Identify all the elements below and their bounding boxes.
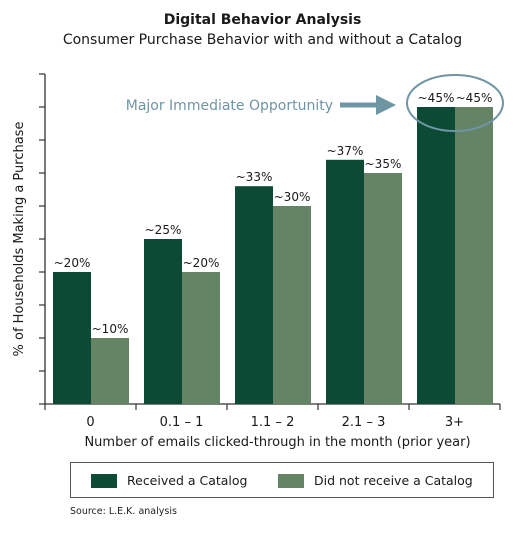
y-axis-label: % of Households Making a Purchase [12,122,27,357]
legend-item-not-received: Did not receive a Catalog [278,473,473,488]
data-label: ~20% [54,256,91,270]
x-tick-label: 1.1 – 2 [251,415,295,430]
legend-item-received: Received a Catalog [91,473,247,488]
x-tick-label: 0 [86,415,94,430]
arrow-head [376,95,396,115]
bar-not-received [455,107,493,404]
bar-received [417,107,455,404]
data-label: ~20% [183,256,220,270]
data-label: ~33% [236,170,273,184]
x-tick-label: 2.1 – 3 [342,415,386,430]
bar-received [235,186,273,404]
bar-not-received [182,272,220,404]
annotation-text: Major Immediate Opportunity [126,98,333,114]
bar-not-received [273,206,311,404]
highlight-ellipse [406,74,504,132]
data-label: ~37% [327,144,364,158]
data-label: ~30% [274,190,311,204]
data-label: ~45% [418,91,455,105]
bar-received [326,159,364,404]
data-label: ~35% [365,157,402,171]
data-label: ~45% [456,91,493,105]
chart-title: Digital Behavior Analysis [163,12,362,28]
legend-swatch-received [91,473,117,488]
legend-swatch-not-received [278,473,304,488]
bar-not-received [91,338,129,404]
chart-subtitle: Consumer Purchase Behavior with and with… [62,32,463,48]
legend: Received a Catalog Did not receive a Cat… [70,462,494,498]
data-label: ~25% [145,223,182,237]
x-tick-label: 0.1 – 1 [160,415,204,430]
bar-not-received [364,173,402,404]
data-label: ~10% [92,322,129,336]
legend-label-received: Received a Catalog [127,473,248,488]
source-note: Source: L.E.K. analysis [70,506,177,517]
bar-received [144,239,182,404]
x-tick-label: 3+ [445,415,464,430]
bar-received [53,272,91,404]
legend-label-not-received: Did not receive a Catalog [314,473,473,488]
x-axis-label: Number of emails clicked-through in the … [84,435,470,450]
bar-chart: ~20% ~10% 0 ~25% ~20% 0.1 – 1 ~33%~30% 1.1 – 2 ~… [12,73,504,450]
